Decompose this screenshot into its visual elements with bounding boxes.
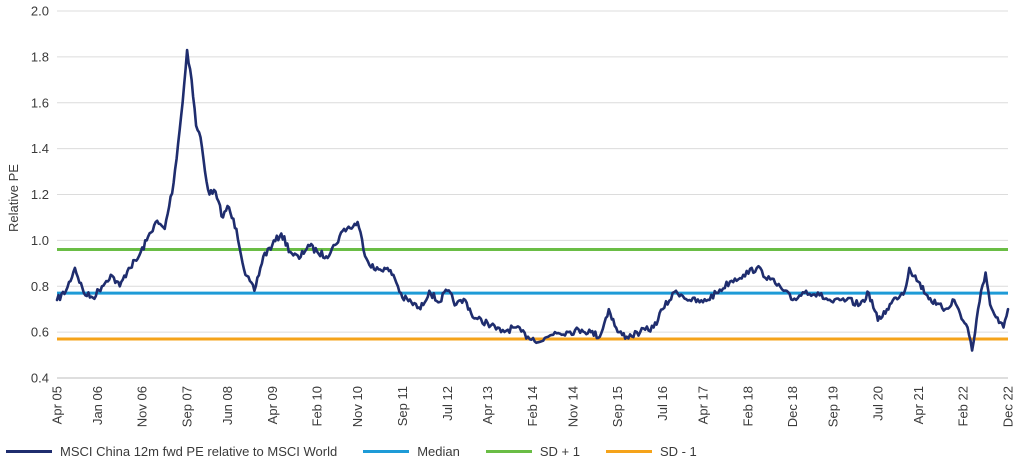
x-tick-label: Feb 10 bbox=[310, 386, 325, 426]
x-tick-label: Feb 18 bbox=[740, 386, 755, 426]
x-tick-label: Nov 14 bbox=[565, 386, 580, 427]
y-tick-labels: 0.4 0.6 0.8 1.0 1.2 1.4 1.6 1.8 2.0 bbox=[31, 4, 49, 386]
x-tick-label: Apr 13 bbox=[480, 386, 495, 424]
x-tick-label: Jun 08 bbox=[220, 386, 235, 425]
legend-swatch bbox=[485, 449, 532, 453]
x-tick-label: Jul 20 bbox=[870, 386, 885, 421]
legend: MSCI China 12m fwd PE relative to MSCI W… bbox=[6, 440, 723, 462]
x-tick-label: Apr 05 bbox=[50, 386, 65, 424]
y-tick-label: 1.6 bbox=[31, 95, 49, 110]
x-tick-label: Nov 06 bbox=[135, 386, 150, 427]
legend-item: SD + 1 bbox=[485, 443, 580, 459]
legend-item: MSCI China 12m fwd PE relative to MSCI W… bbox=[6, 444, 337, 459]
x-tick-label: Sep 19 bbox=[826, 386, 841, 427]
legend-item: SD - 1 bbox=[605, 443, 697, 459]
x-tick-label: Apr 21 bbox=[911, 386, 926, 424]
legend-item: Median bbox=[363, 444, 460, 459]
x-tick-label: Sep 15 bbox=[610, 386, 625, 427]
y-tick-label: 1.8 bbox=[31, 49, 49, 64]
legend-label: MSCI China 12m fwd PE relative to MSCI W… bbox=[60, 443, 338, 459]
legend-label: SD - 1 bbox=[659, 443, 697, 459]
x-tick-label: Sep 07 bbox=[180, 386, 195, 427]
x-tick-labels: Apr 05 Jan 06 Nov 06 Sep 07 Jun 08 Apr 09 Feb … bbox=[50, 386, 1016, 427]
x-tick-label: Dec 18 bbox=[785, 386, 800, 427]
y-tick-label: 0.6 bbox=[31, 325, 49, 340]
main-series bbox=[55, 48, 1010, 352]
x-tick-label: Jan 06 bbox=[90, 386, 105, 425]
legend-swatch bbox=[6, 449, 52, 453]
legend-swatch bbox=[363, 449, 410, 453]
x-tick-label: Sep 11 bbox=[395, 386, 410, 426]
y-axis-title: Relative PE bbox=[6, 164, 21, 232]
legend-label: Median bbox=[417, 443, 460, 459]
x-tick-label: Feb 14 bbox=[525, 386, 540, 426]
x-tick-label: Jul 12 bbox=[440, 386, 455, 421]
legend-swatch bbox=[605, 449, 652, 453]
x-tick-label: Nov 10 bbox=[350, 386, 365, 427]
legend-label: SD + 1 bbox=[539, 443, 580, 459]
y-tick-label: 1.2 bbox=[31, 187, 49, 202]
y-tick-label: 1.4 bbox=[31, 141, 49, 156]
reference-lines bbox=[57, 248, 1008, 341]
y-tick-label: 1.0 bbox=[31, 233, 49, 248]
gridlines bbox=[57, 10, 1008, 379]
x-tick-label: Apr 09 bbox=[265, 386, 280, 424]
x-tick-label: Dec 22 bbox=[1001, 386, 1016, 427]
y-tick-label: 2.0 bbox=[31, 4, 49, 19]
y-tick-label: 0.4 bbox=[31, 371, 49, 386]
x-tick-label: Apr 17 bbox=[695, 386, 710, 424]
x-tick-label: Jul 16 bbox=[655, 386, 670, 421]
y-tick-label: 0.8 bbox=[31, 279, 49, 294]
series-line bbox=[55, 48, 1010, 352]
x-tick-label: Feb 22 bbox=[956, 386, 971, 426]
